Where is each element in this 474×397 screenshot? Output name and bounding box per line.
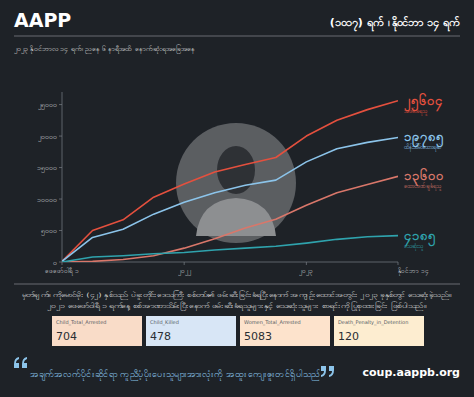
stat-label: Death_Penalty_in_Detention <box>338 319 408 326</box>
x-tick-label: နိုဝင်ဘာ ၁၄ <box>398 267 429 276</box>
y-tick-label: ၁၀၀၀၀ <box>37 196 57 204</box>
x-tick-label: ၂၀၂၃ <box>299 267 313 276</box>
y-axis <box>62 92 63 262</box>
legend-label: သေဆုံးသူ <box>404 243 424 251</box>
series-line <box>62 176 398 262</box>
date: (၁၀၁၇) ရက် ၊ နိုဝင်ဘာ ၁၄ ရက် <box>330 15 460 32</box>
legend-label: အဖမ်းခံရသူ <box>404 107 428 116</box>
page: AAPP (၁၀၁၇) ရက် ၊ နိုဝင်ဘာ ၁၄ ရက်၂၀၂၃ နို… <box>0 0 474 397</box>
quote-mark <box>14 357 27 368</box>
footer-url: coup.aappb.org <box>363 366 460 379</box>
legend-label: ထိန်းသိမ်းခံထားရဆဲ <box>404 143 441 152</box>
portrait-shirt <box>196 198 276 236</box>
series-line <box>62 101 398 262</box>
subtitle: ၂၀၂၃ နိုဝင်ဘာလ ၁၄ ရက်၊ ညနေ ၆ နာရီအထိ နော… <box>13 44 195 54</box>
legend-label: ထောင်ဒဏ်ချခံရသူ <box>404 182 442 191</box>
y-tick <box>59 136 62 137</box>
series-line <box>62 236 398 262</box>
x-tick <box>306 262 307 265</box>
stat-box <box>52 316 142 346</box>
x-tick-label: ဖေဖော်ဝါရီ ၁ <box>45 267 79 276</box>
y-tick-label: ၁၅၀၀၀ <box>37 164 57 173</box>
stat-box <box>240 316 330 346</box>
x-tick <box>184 262 185 265</box>
header-rule <box>14 36 460 37</box>
stat-label: Child_Killed <box>150 319 179 326</box>
rule <box>14 284 460 285</box>
series-line <box>62 137 398 261</box>
y-tick <box>59 167 62 168</box>
x-tick <box>398 262 399 265</box>
x-tick <box>62 262 63 265</box>
stat-value: 704 <box>56 330 77 343</box>
y-tick <box>59 230 62 231</box>
y-tick-label: ၀ <box>53 259 57 267</box>
y-tick-label: ၅၀၀၀ <box>41 227 57 236</box>
note-text: မှတ်ချက်။ ကိုမောင်မိုး (၄၂) နှစ်သည် ပဲခူ… <box>22 290 452 300</box>
infographic: AAPP (၁၀၁၇) ရက် ၊ နိုဝင်ဘာ ၁၄ ရက်၂၀၂၃ နို… <box>0 0 474 397</box>
portrait-circle <box>176 123 296 243</box>
background <box>0 0 474 397</box>
quote-mark <box>321 366 334 377</box>
stat-box <box>334 316 424 346</box>
y-tick-label: ၂၅၀၀၀ <box>37 101 57 110</box>
stat-label: Women_Total_Arrested <box>244 319 301 326</box>
stat-value: 120 <box>338 330 359 343</box>
note-text: ၂၀၂၁ ဖေဖော်ဝါရီ ၁ ရက်နေ့ စစ်အာဏာသိမ်းပြီ… <box>47 301 427 311</box>
x-axis <box>62 262 398 263</box>
x-tick-label: ၂၀၂၂ <box>178 267 191 276</box>
stat-label: Child_Total_Arrested <box>56 319 107 326</box>
plot <box>62 101 398 262</box>
stat-value: 478 <box>150 330 171 343</box>
stat-box <box>146 316 236 346</box>
y-tick <box>59 262 62 263</box>
title: AAPP <box>14 9 71 31</box>
footer-quote: အချက်အလက်ပိုင်းဆိုင်ရာ ကူညီပံ့ပိုးပေးသူမ… <box>30 369 320 381</box>
y-tick <box>59 199 62 200</box>
stat-value: 5083 <box>244 330 272 343</box>
portrait <box>176 123 296 243</box>
y-tick <box>59 104 62 105</box>
y-tick-label: ၂၀၀၀၀ <box>37 133 57 142</box>
